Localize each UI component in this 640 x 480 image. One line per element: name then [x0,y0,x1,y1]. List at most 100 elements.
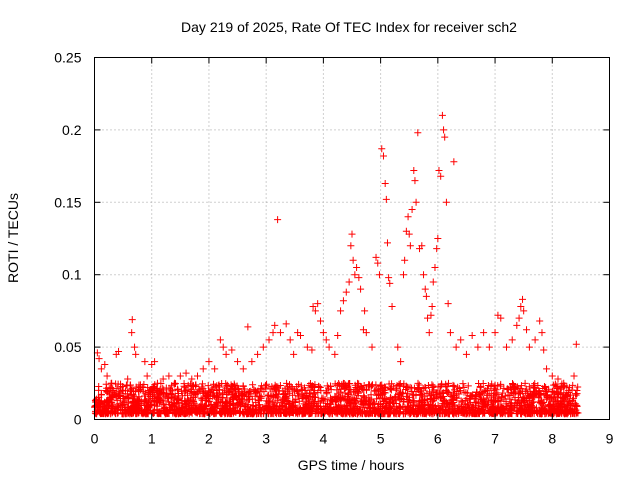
data-point [365,381,373,389]
data-point [554,375,562,383]
data-point [436,404,444,412]
data-point [353,263,361,271]
data-point [389,399,397,407]
data-point [444,404,452,412]
data-point [569,394,577,402]
data-point [141,358,149,366]
data-point [464,400,472,408]
data-point [405,230,413,238]
data-point [483,394,491,402]
data-point [502,397,510,405]
data-point [558,400,566,408]
data-point [329,406,337,414]
data-point [335,394,343,402]
data-point [347,242,355,250]
data-point [441,133,449,141]
data-point [433,245,441,253]
data-point [357,383,365,391]
data-point [234,400,242,408]
data-point [139,410,147,418]
data-point [362,329,370,337]
data-point [100,410,108,418]
data-point [383,402,391,410]
data-point [251,407,259,415]
data-point [491,329,499,337]
data-point [262,382,270,390]
data-point [484,386,492,394]
data-point [523,402,531,410]
data-point [515,397,523,405]
data-point [487,390,495,398]
data-point [198,380,206,388]
data-point [424,314,432,322]
data-point [198,403,206,411]
data-point [359,403,367,411]
data-point [466,395,474,403]
data-point [450,158,458,166]
data-point [551,402,559,410]
data-point [273,390,281,398]
data-point [113,385,121,393]
data-point [508,402,516,410]
data-point [215,381,223,389]
data-point [372,253,380,261]
data-point [128,329,136,337]
data-point [311,307,319,315]
data-point [386,279,394,287]
data-point [216,336,224,344]
data-point [224,408,232,416]
data-point [133,410,141,418]
data-point [531,336,539,344]
grid-lines [94,57,610,420]
data-point [133,403,141,411]
data-point [199,365,207,373]
data-point [520,409,528,417]
data-point [219,394,227,402]
data-point [474,343,482,351]
data-point [339,297,347,305]
data-point [239,365,247,373]
data-point [333,408,341,416]
data-point [376,382,384,390]
data-point [400,271,407,279]
data-point [210,380,218,388]
data-point [153,385,161,393]
data-point [165,372,173,380]
data-point [283,397,291,405]
data-point [429,401,437,409]
data-point [198,383,206,391]
data-point [535,398,543,406]
data-point [400,396,408,404]
data-point [430,386,438,394]
data-point [394,343,402,351]
data-point [429,278,437,286]
data-point [388,303,396,311]
data-point [309,303,317,311]
y-tick-label: 0.15 [54,194,81,210]
data-point [218,398,226,406]
data-point [321,409,329,417]
data-point [354,388,362,396]
data-point [167,389,175,397]
data-point [554,399,562,407]
y-tick-label: 0 [74,412,82,428]
data-point [239,382,247,390]
data-point [439,400,447,408]
x-tick-label: 5 [377,431,385,447]
data-point [414,385,422,393]
data-point [163,408,171,416]
data-point [347,397,355,405]
data-point [472,399,480,407]
data-point [234,358,242,366]
data-point [259,343,267,351]
data-point [327,410,335,418]
data-point [445,409,453,417]
data-point [218,380,226,388]
data-point [540,390,548,398]
data-point [153,379,161,387]
data-point [431,263,439,271]
data-point [135,385,143,393]
data-point [302,401,310,409]
data-point [161,403,169,411]
data-point [543,393,551,401]
